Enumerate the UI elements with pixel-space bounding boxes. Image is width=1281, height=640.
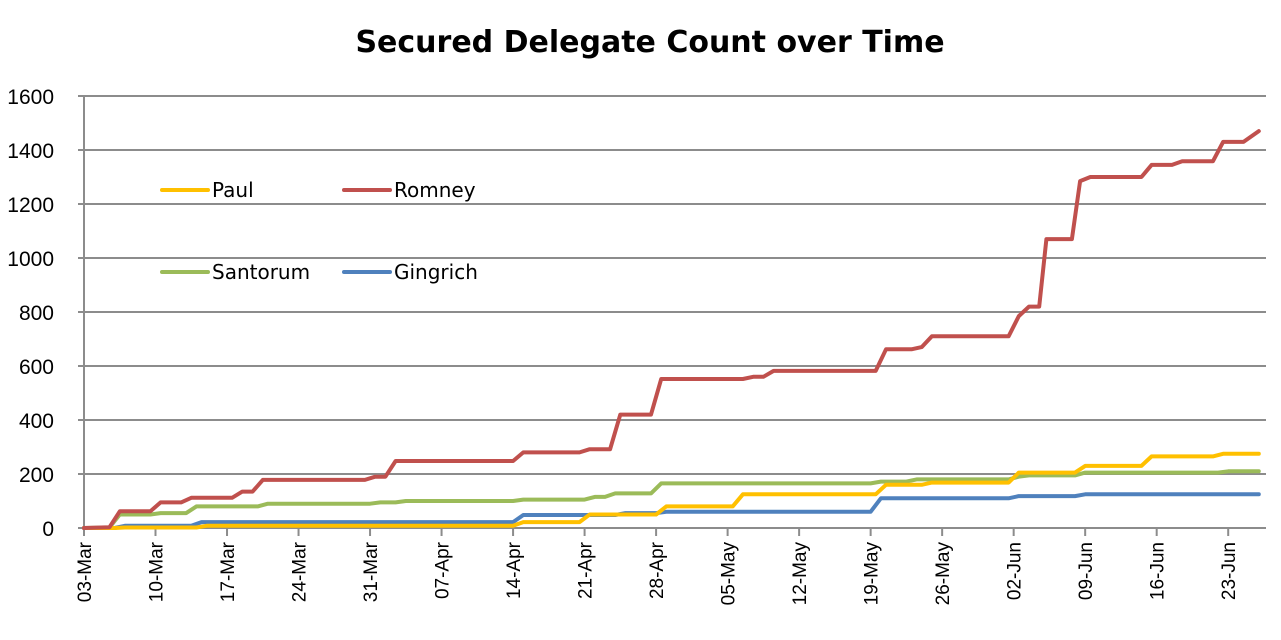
x-tick-label: 03-Mar bbox=[75, 541, 96, 602]
x-tick-label: 23-Jun bbox=[1219, 542, 1240, 600]
series-line-romney bbox=[82, 129, 1261, 530]
y-tick-label: 800 bbox=[19, 302, 54, 325]
x-tick-label: 12-May bbox=[790, 542, 811, 606]
legend-label-paul: Paul bbox=[212, 178, 254, 202]
legend: Paul Romney Santorum Gingrich bbox=[160, 178, 478, 284]
x-tick-label: 10-Mar bbox=[147, 541, 168, 602]
x-tick-label: 31-Mar bbox=[361, 541, 382, 602]
y-tick-label: 1600 bbox=[7, 86, 54, 109]
y-tick-label: 400 bbox=[19, 410, 54, 433]
chart-title: Secured Delegate Count over Time bbox=[355, 25, 944, 60]
y-tick-label: 1400 bbox=[7, 140, 54, 163]
series-line-paul bbox=[82, 451, 1261, 530]
x-tick-label: 21-Apr bbox=[576, 541, 597, 599]
y-tick-label: 0 bbox=[42, 518, 54, 541]
y-axis: 0 200 400 600 800 1000 1200 1400 1600 bbox=[7, 86, 85, 541]
x-tick-label: 09-Jun bbox=[1076, 542, 1097, 600]
series-line-gingrich bbox=[82, 492, 1261, 530]
x-tick-label: 02-Jun bbox=[1005, 542, 1026, 600]
x-tick-label: 07-Apr bbox=[433, 541, 454, 599]
series-line-santorum bbox=[82, 469, 1261, 530]
x-tick-label: 16-Jun bbox=[1148, 542, 1169, 600]
series-lines bbox=[82, 129, 1261, 530]
x-tick-label: 24-Mar bbox=[290, 541, 311, 602]
x-tick-label: 05-May bbox=[719, 542, 740, 606]
y-tick-label: 1000 bbox=[7, 248, 54, 271]
x-tick-label: 26-May bbox=[933, 542, 954, 606]
y-tick-label: 1200 bbox=[7, 194, 54, 217]
legend-label-santorum: Santorum bbox=[212, 260, 310, 284]
x-tick-label: 14-Apr bbox=[504, 541, 525, 599]
legend-label-gingrich: Gingrich bbox=[394, 260, 478, 284]
x-tick-label: 17-Mar bbox=[218, 541, 239, 602]
y-tick-label: 200 bbox=[19, 464, 54, 487]
y-tick-label: 600 bbox=[19, 356, 54, 379]
x-tick-label: 19-May bbox=[862, 542, 883, 606]
gridlines bbox=[78, 95, 1266, 529]
x-axis: 03-Mar 10-Mar 17-Mar 24-Mar 31-Mar 07-Apr 14-A… bbox=[75, 527, 1266, 606]
x-tick-label: 28-Apr bbox=[647, 541, 668, 599]
legend-label-romney: Romney bbox=[394, 178, 476, 202]
